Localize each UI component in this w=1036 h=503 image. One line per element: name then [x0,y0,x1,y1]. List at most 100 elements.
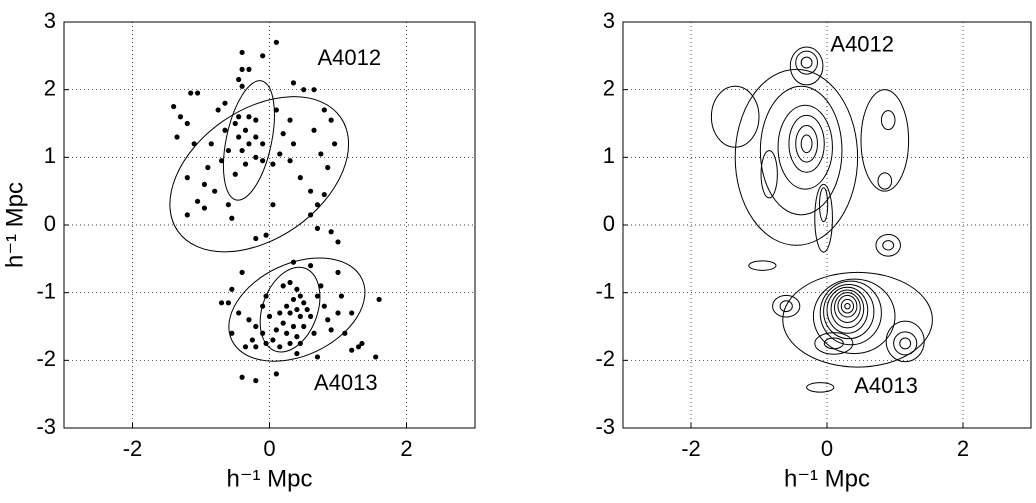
point [328,117,334,123]
point [294,350,300,357]
point [277,310,283,316]
contour-line [759,85,843,216]
x-tick-label: 2 [400,436,412,461]
y-tick-label: 0 [603,211,615,236]
ellipse [228,257,366,362]
point [273,327,279,333]
point [270,161,276,167]
contour-line [760,150,778,199]
point [328,229,334,235]
point [318,151,324,157]
point [280,131,286,137]
contour-line [779,300,793,313]
point [284,330,290,336]
point [308,263,314,269]
contour-line [788,114,825,173]
y-tick-label: -3 [595,414,615,439]
point [201,181,208,187]
point [239,147,245,154]
point [290,323,297,330]
point [287,310,293,316]
annotation: A4012 [317,45,381,70]
contour-line [795,50,818,75]
point [191,141,197,147]
point [201,205,208,211]
x-tick-label: -2 [123,436,143,461]
y-tick-label: 1 [44,143,56,168]
point [277,151,283,157]
point [318,283,324,289]
point [225,300,231,306]
contour-line [795,125,818,163]
point [260,53,266,59]
point [236,114,242,120]
plot-frame [63,21,476,429]
point [253,323,259,330]
point [184,175,190,181]
point [287,158,293,164]
point [314,225,321,231]
point [301,300,307,306]
y-axis-label: h⁻¹ Mpc [1,182,28,268]
point [287,117,293,123]
point [314,354,321,360]
point [266,313,273,319]
x-tick-label: 0 [821,436,833,461]
point [277,344,283,350]
point [194,198,201,204]
point [311,87,317,93]
contour-line [844,302,851,310]
contour-line [734,68,859,246]
point [308,188,314,194]
contour-line [882,240,895,251]
contour-line [789,46,824,86]
point [290,141,297,147]
contour-line [833,292,861,323]
contour-line [800,134,813,154]
point [311,330,317,336]
contour-line [819,187,829,223]
point [331,141,338,147]
point [232,171,238,177]
point [376,296,382,303]
point [335,310,341,316]
point [246,114,252,120]
point [222,127,228,133]
point [236,134,242,140]
annotation: A4012 [830,31,894,56]
point [273,39,279,45]
point [349,347,355,353]
point [335,269,341,275]
point [280,320,286,326]
point [338,293,345,299]
contour-line [806,382,835,393]
point [208,141,214,147]
point [171,103,177,110]
point [349,310,355,316]
point [294,286,300,292]
point [328,327,334,333]
point [359,340,365,347]
y-tick-label: 2 [44,75,56,100]
contour-line [782,271,933,368]
x-tick-label: 2 [957,436,969,461]
point [232,120,238,127]
contour-line [823,284,875,340]
point [184,120,190,127]
point [260,141,266,147]
y-tick-label: -3 [36,414,56,439]
point [246,317,252,323]
point [253,344,259,350]
y-tick-label: -2 [595,346,615,371]
y-tick-label: 1 [603,143,615,168]
point [212,188,218,194]
point [239,83,245,89]
contour-line [710,85,760,148]
point [325,164,331,171]
contour-line [812,278,896,355]
point [321,107,327,113]
point [325,317,331,323]
point [270,202,276,208]
contour-line [880,110,896,131]
